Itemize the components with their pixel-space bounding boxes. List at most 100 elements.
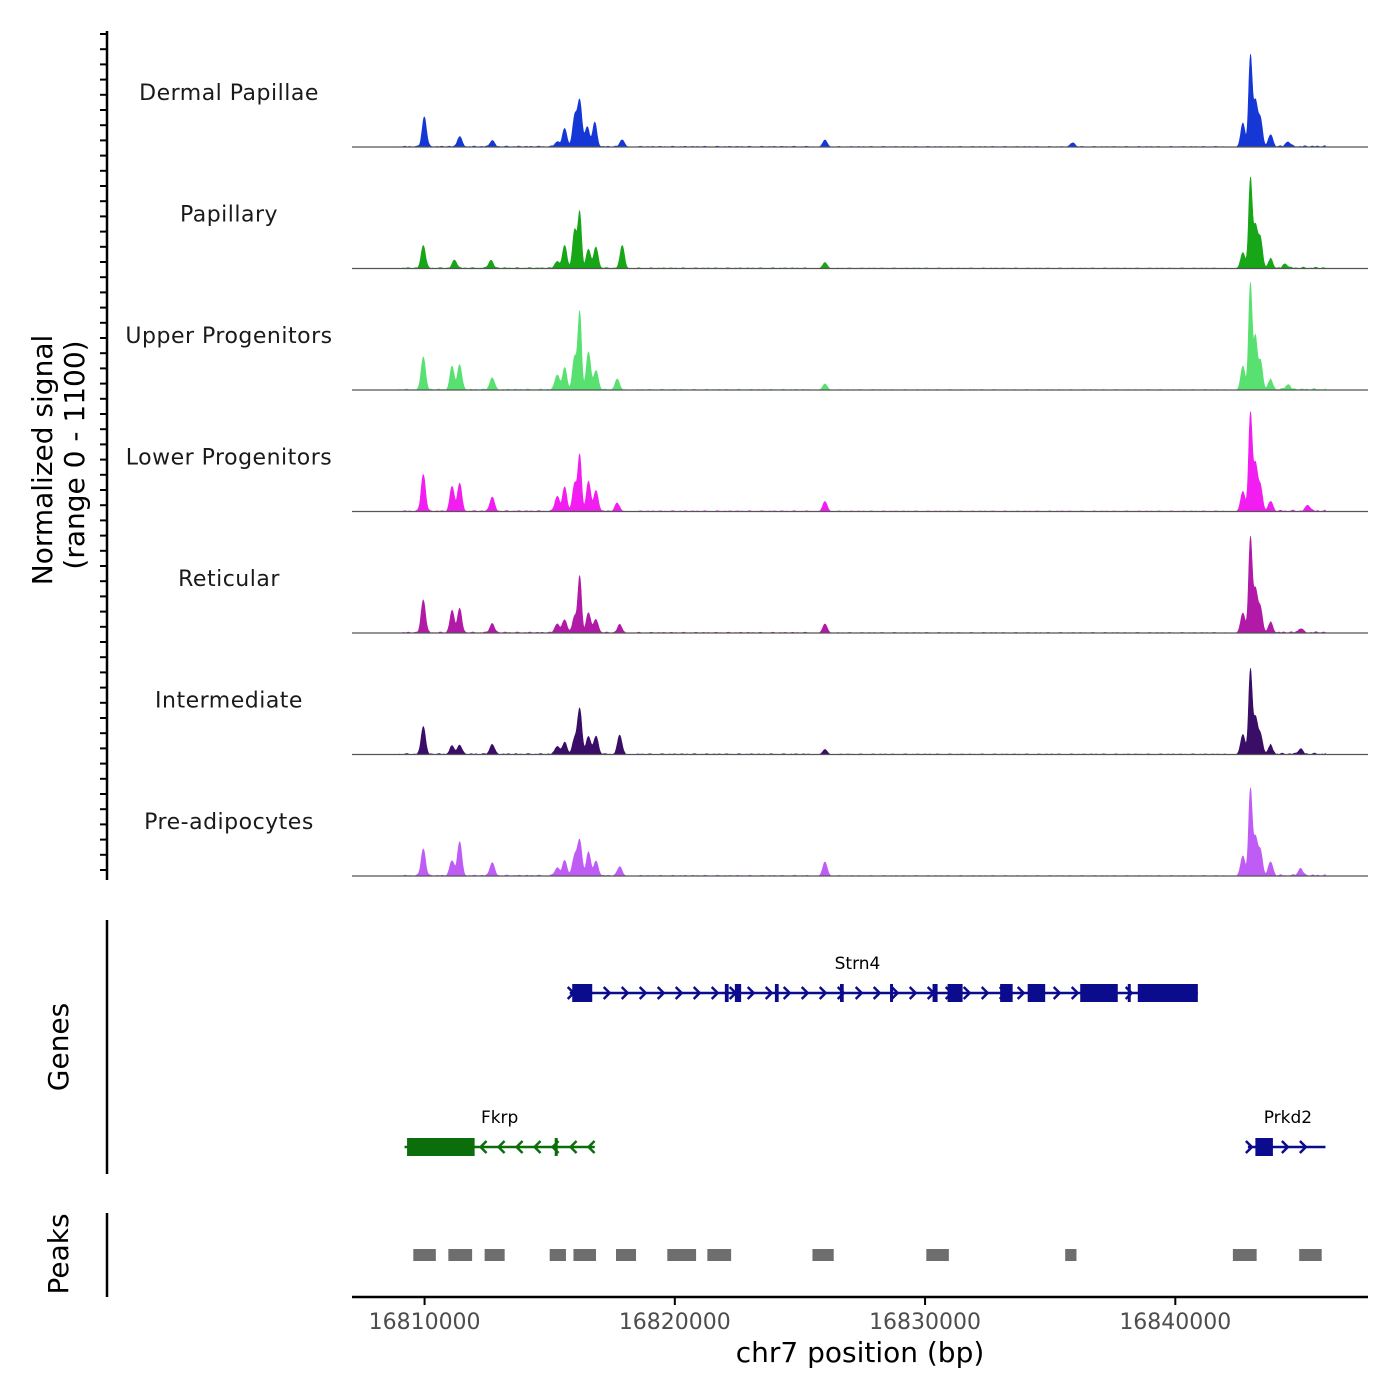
peak-region <box>549 1249 566 1261</box>
track-intermediate: Intermediate <box>155 668 1368 756</box>
peak-region <box>448 1249 473 1261</box>
x-tick-label: 16810000 <box>369 1310 481 1335</box>
exon-block <box>1127 984 1131 1002</box>
peak-region <box>1232 1249 1257 1261</box>
strand-chevron <box>514 1140 524 1154</box>
track-label: Reticular <box>178 567 280 592</box>
strand-chevron <box>478 1140 488 1154</box>
track-label: Pre-adipocytes <box>144 810 314 835</box>
coverage-area <box>362 282 1326 391</box>
strand-chevron <box>1070 986 1080 1000</box>
gene-label: Fkrp <box>481 1108 518 1128</box>
track-label: Intermediate <box>155 689 303 714</box>
strand-chevron <box>1280 1140 1290 1154</box>
exon-block <box>1255 1138 1273 1156</box>
coverage-area <box>362 411 1326 512</box>
exon-block <box>1137 984 1198 1002</box>
track-label: Upper Progenitors <box>125 324 332 349</box>
peak-region <box>667 1249 697 1261</box>
strand-chevron <box>532 1140 542 1154</box>
strand-chevron <box>1298 1140 1308 1154</box>
peak-region <box>1299 1249 1322 1261</box>
exon-block <box>932 984 938 1002</box>
strand-chevron <box>746 986 756 1000</box>
track-pre-adipocytes: Pre-adipocytes <box>144 787 1368 877</box>
gene-label: Prkd2 <box>1264 1108 1312 1128</box>
exon-block <box>572 984 593 1002</box>
strand-chevron <box>980 986 990 1000</box>
strand-chevron <box>568 1140 578 1154</box>
strand-chevron <box>1016 986 1026 1000</box>
gene-strn4: Strn4 <box>566 954 1198 1002</box>
peak-region <box>616 1249 637 1261</box>
strand-chevron <box>674 986 684 1000</box>
gene-prkd2: Prkd2 <box>1244 1108 1326 1156</box>
y-axis-range-label: (range 0 - 1100) <box>58 340 91 569</box>
strand-chevron <box>908 986 918 1000</box>
peak-region <box>926 1249 949 1261</box>
peak-region <box>413 1249 436 1261</box>
peak-region <box>573 1249 596 1261</box>
coverage-area <box>362 54 1326 148</box>
coverage-area <box>362 787 1326 877</box>
exon-block <box>554 1138 558 1156</box>
exon-block <box>1027 984 1046 1002</box>
track-reticular: Reticular <box>178 536 1368 634</box>
exon-block <box>407 1138 475 1156</box>
strand-chevron <box>710 986 720 1000</box>
strand-chevron <box>1124 986 1134 1000</box>
exon-block <box>774 984 779 1002</box>
strand-chevron <box>496 1140 506 1154</box>
gene-fkrp: Fkrp <box>404 1108 596 1156</box>
exon-block <box>1000 984 1013 1002</box>
track-lower-progenitors: Lower Progenitors <box>126 411 1368 513</box>
strand-chevron <box>586 1140 596 1154</box>
track-label: Papillary <box>180 203 278 228</box>
exon-block <box>734 984 742 1002</box>
peaks-panel-title: Peaks <box>42 1213 75 1294</box>
peak-region <box>812 1249 834 1261</box>
x-axis-ticks: 16810000 16820000 16830000 16840000 <box>369 1297 1231 1335</box>
gene-annotation-track: Strn4 Fkrp Prkd2 <box>404 954 1326 1156</box>
exon-block <box>839 984 844 1002</box>
coverage-tracks: Dermal Papillae Papillary Upper Progenitor… <box>125 54 1368 877</box>
exon-block <box>947 984 963 1002</box>
strand-chevron <box>1244 1140 1254 1154</box>
strand-chevron <box>656 986 666 1000</box>
peak-region <box>707 1249 732 1261</box>
x-tick-label: 16840000 <box>1119 1310 1231 1335</box>
y-axis-title: Normalized signal <box>26 335 59 586</box>
strand-chevron <box>854 986 864 1000</box>
exon-block <box>890 984 894 1002</box>
track-label: Dermal Papillae <box>139 81 319 106</box>
strand-chevron <box>818 986 828 1000</box>
exon-block <box>1080 984 1118 1002</box>
coverage-area <box>362 536 1326 634</box>
strand-chevron <box>890 986 900 1000</box>
peak-region <box>1065 1249 1077 1261</box>
strand-chevron <box>638 986 648 1000</box>
coverage-area <box>362 176 1326 269</box>
strand-chevron <box>764 986 774 1000</box>
signal-y-axis <box>100 31 109 880</box>
peak-regions-track <box>413 1249 1322 1261</box>
gene-label: Strn4 <box>835 954 881 974</box>
strand-chevron <box>602 986 612 1000</box>
track-dermal-papillae: Dermal Papillae <box>139 54 1368 148</box>
x-tick-label: 16820000 <box>619 1310 731 1335</box>
x-tick-label: 16830000 <box>869 1310 981 1335</box>
x-axis-title: chr7 position (bp) <box>736 1336 985 1369</box>
track-label: Lower Progenitors <box>126 446 332 471</box>
peak-region <box>484 1249 505 1261</box>
exon-block <box>724 984 729 1002</box>
track-upper-progenitors: Upper Progenitors <box>125 282 1368 391</box>
strand-chevron <box>872 986 882 1000</box>
track-papillary: Papillary <box>180 176 1368 270</box>
genes-panel-title: Genes <box>42 1003 75 1091</box>
strand-chevron <box>1052 986 1062 1000</box>
strand-chevron <box>620 986 630 1000</box>
strand-chevron <box>800 986 810 1000</box>
strand-chevron <box>692 986 702 1000</box>
coverage-area <box>362 668 1326 755</box>
strand-chevron <box>962 986 972 1000</box>
